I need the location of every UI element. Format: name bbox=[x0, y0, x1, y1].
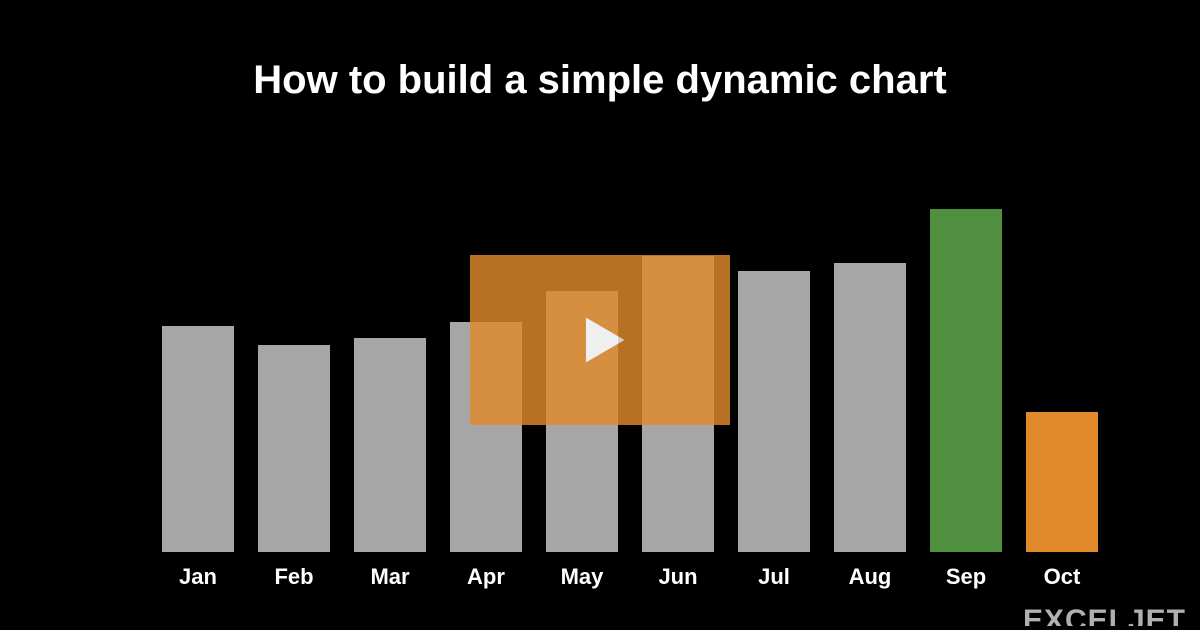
bar-label: Mar bbox=[370, 564, 409, 590]
bar-column: Sep bbox=[930, 160, 1002, 590]
page-title: How to build a simple dynamic chart bbox=[0, 58, 1200, 103]
bar-label: Feb bbox=[274, 564, 313, 590]
bar bbox=[258, 345, 330, 552]
bar-label: Jun bbox=[658, 564, 697, 590]
play-icon bbox=[565, 298, 635, 382]
bar bbox=[354, 338, 426, 553]
bar-column: Oct bbox=[1026, 160, 1098, 590]
bar-label: May bbox=[561, 564, 604, 590]
bar bbox=[162, 326, 234, 552]
bar-column: Mar bbox=[354, 160, 426, 590]
bar-column: Feb bbox=[258, 160, 330, 590]
bar bbox=[1026, 412, 1098, 552]
bar-label: Apr bbox=[467, 564, 505, 590]
video-thumbnail: How to build a simple dynamic chart Jan F… bbox=[0, 0, 1200, 630]
bar-label: Jul bbox=[758, 564, 790, 590]
bar bbox=[930, 209, 1002, 552]
bar-column: Jan bbox=[162, 160, 234, 590]
bar-label: Sep bbox=[946, 564, 986, 590]
watermark-text: EXCELJET bbox=[1023, 606, 1186, 626]
bar-label: Aug bbox=[849, 564, 892, 590]
play-button[interactable] bbox=[470, 255, 730, 425]
bar bbox=[738, 271, 810, 552]
bar-column: Aug bbox=[834, 160, 906, 590]
bar bbox=[834, 263, 906, 552]
bar-column: Jul bbox=[738, 160, 810, 590]
bar-label: Jan bbox=[179, 564, 217, 590]
bar-label: Oct bbox=[1044, 564, 1081, 590]
